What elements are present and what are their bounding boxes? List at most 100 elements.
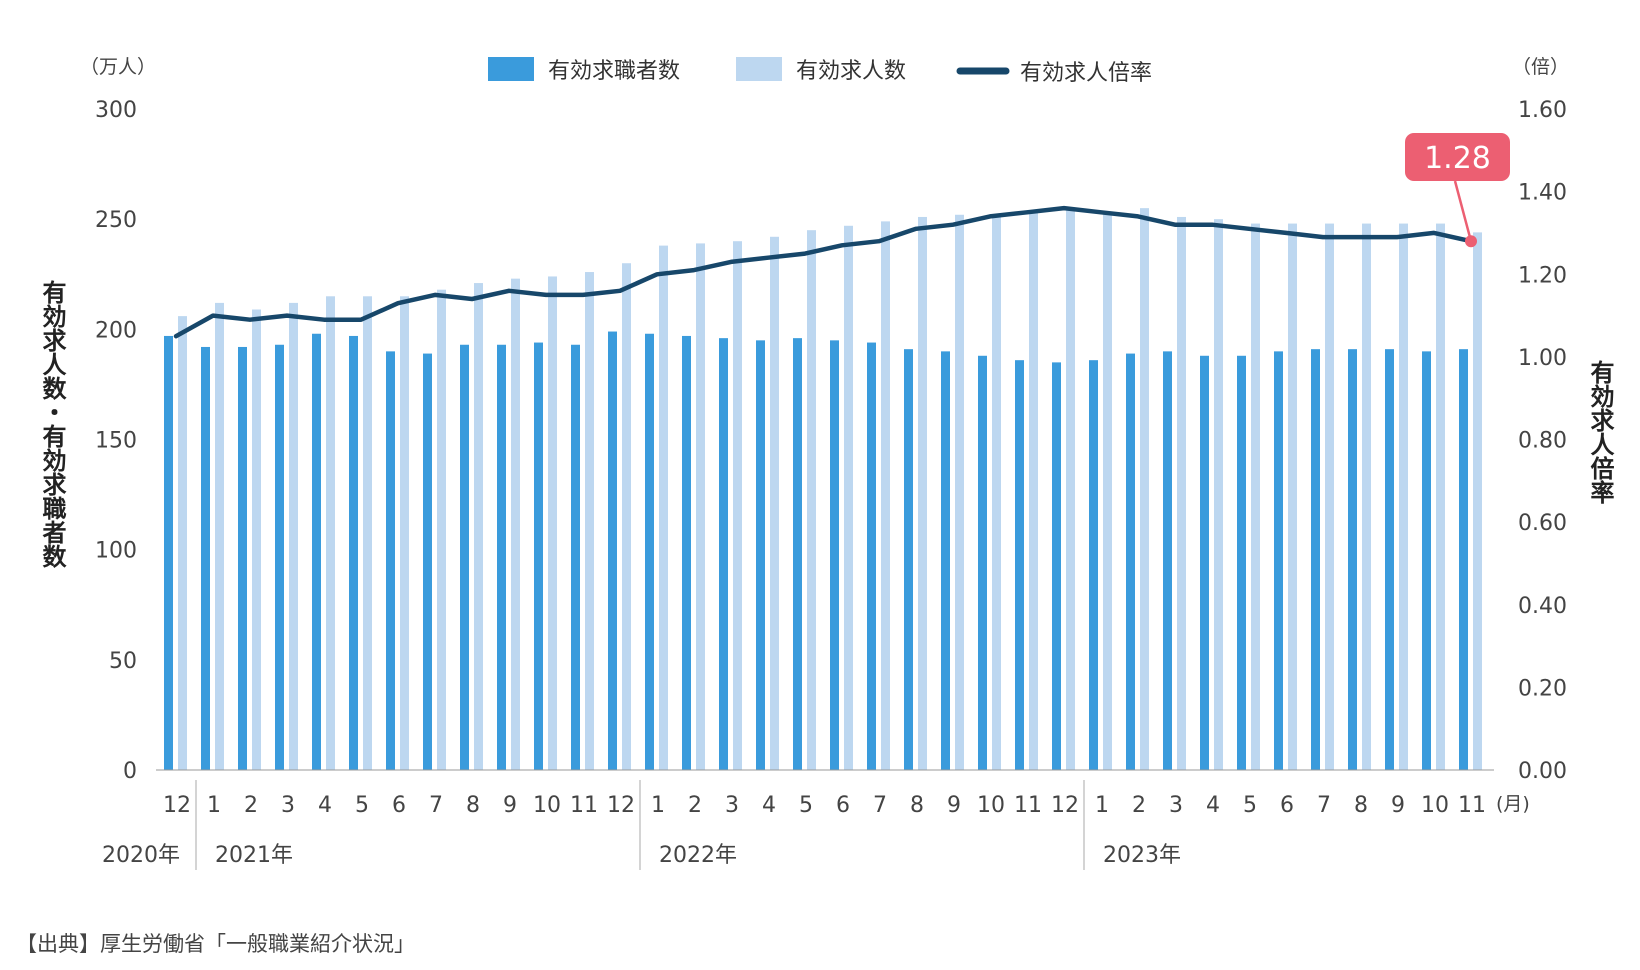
- bar-job-seekers: [1348, 349, 1357, 770]
- bar-job-seekers: [1311, 349, 1320, 770]
- x-axis-month-label: 2: [688, 793, 702, 818]
- x-axis-month-label: 1: [651, 793, 665, 818]
- x-axis-month-label: 9: [1391, 793, 1405, 818]
- bar-job-openings: [1214, 219, 1223, 770]
- bar-job-seekers: [1163, 351, 1172, 770]
- bar-job-seekers: [1237, 355, 1246, 770]
- bar-job-openings: [585, 272, 594, 770]
- bar-job-openings: [215, 302, 224, 770]
- x-axis-month-label: 2: [244, 793, 258, 818]
- right-axis-tick-label: 1.60: [1518, 98, 1567, 123]
- left-axis-unit: （万人）: [80, 56, 156, 78]
- right-axis-title: 有効求人倍率: [1586, 360, 1614, 504]
- bar-job-seekers: [830, 340, 839, 770]
- left-axis-tick-label: 100: [95, 539, 137, 564]
- bar-job-seekers: [201, 346, 210, 770]
- bar-job-seekers: [719, 338, 728, 770]
- x-axis-month-label: 3: [725, 793, 739, 818]
- callout-box: [1405, 133, 1510, 181]
- x-axis-month-label: 10: [977, 793, 1005, 818]
- bar-job-seekers: [460, 344, 469, 770]
- bar-job-seekers: [1422, 351, 1431, 770]
- x-axis-month-label: 6: [1280, 793, 1294, 818]
- bar-job-openings: [1140, 208, 1149, 770]
- right-axis-tick-label: 1.00: [1518, 346, 1567, 371]
- ratio-line: [173, 205, 1474, 339]
- bar-job-openings: [363, 296, 372, 770]
- x-axis-year-label: 2022年: [659, 843, 737, 868]
- bar-job-seekers: [497, 344, 506, 770]
- bar-job-seekers: [941, 351, 950, 770]
- bar-job-openings: [992, 216, 1001, 771]
- x-axis-month-label: 1: [207, 793, 221, 818]
- bar-job-openings: [844, 225, 853, 770]
- bar-job-seekers: [608, 331, 617, 770]
- bar-job-openings: [178, 316, 187, 770]
- bar-job-openings: [289, 302, 298, 770]
- x-axis-month-label: 11: [570, 793, 598, 818]
- x-axis-month-label: 12: [607, 793, 635, 818]
- bar-job-seekers: [1459, 349, 1468, 770]
- bar-job-seekers: [312, 333, 321, 770]
- bar-job-openings: [1362, 223, 1371, 770]
- x-axis-month-label: 5: [1243, 793, 1257, 818]
- bar-job-seekers: [1274, 351, 1283, 770]
- x-axis-month-label: 6: [392, 793, 406, 818]
- x-axis-year-label: 2020年: [102, 843, 180, 868]
- x-axis-month-label: 7: [1317, 793, 1331, 818]
- x-axis-month-label: 5: [355, 793, 369, 818]
- bar-job-openings: [733, 241, 742, 770]
- right-axis-tick-label: 0.00: [1518, 759, 1567, 784]
- bar-job-seekers: [904, 349, 913, 770]
- bar-job-seekers: [571, 344, 580, 770]
- bar-job-seekers: [1015, 360, 1024, 770]
- bar-job-seekers: [682, 335, 691, 770]
- right-axis-tick-label: 1.20: [1518, 263, 1567, 288]
- x-axis-month-label: 3: [281, 793, 295, 818]
- bar-job-seekers: [386, 351, 395, 770]
- left-axis-tick-label: 150: [95, 429, 137, 454]
- bar-job-seekers: [164, 335, 173, 770]
- bar-job-openings: [1066, 210, 1075, 770]
- bar-job-seekers: [1200, 355, 1209, 770]
- bar-job-openings: [1103, 212, 1112, 771]
- bar-job-openings: [1436, 223, 1445, 770]
- bar-job-openings: [474, 283, 483, 770]
- bar-job-openings: [696, 243, 705, 771]
- x-axis-month-label: 8: [466, 793, 480, 818]
- x-axis-month-label: 9: [947, 793, 961, 818]
- bar-job-seekers: [349, 335, 358, 770]
- bar-job-seekers: [423, 353, 432, 770]
- bar-job-openings: [326, 296, 335, 770]
- bar-job-openings: [1029, 212, 1038, 771]
- x-axis-month-label: 4: [762, 793, 776, 818]
- x-axis-month-label: 10: [533, 793, 561, 818]
- bar-job-seekers: [534, 342, 543, 770]
- chart: 1.28 0 50 100 150 200 250 300 0.00 0.20 0.40 0.60 0.…: [38, 56, 1614, 870]
- bar-job-openings: [770, 236, 779, 770]
- bar-job-openings: [400, 296, 409, 770]
- right-axis-unit: （倍）: [1512, 56, 1569, 78]
- bar-job-seekers: [1089, 360, 1098, 770]
- bar-job-seekers: [645, 333, 654, 770]
- right-axis-tick-label: 0.80: [1518, 429, 1567, 454]
- x-axis-month-label: 12: [163, 793, 191, 818]
- x-axis-year-label: 2023年: [1103, 843, 1181, 868]
- x-axis-month-label: 7: [873, 793, 887, 818]
- bar-job-openings: [881, 221, 890, 770]
- bar-job-openings: [918, 216, 927, 771]
- bar-job-openings: [1288, 223, 1297, 770]
- bar-job-openings: [955, 214, 964, 770]
- x-axis-month-label: 2: [1132, 793, 1146, 818]
- x-axis-month-label: 6: [836, 793, 850, 818]
- x-axis-month-label: 1: [1095, 793, 1109, 818]
- legend-label-ratio: 有効求人倍率: [1020, 61, 1152, 86]
- x-axis-month-label: 5: [799, 793, 813, 818]
- x-axis-month-label: 11: [1458, 793, 1486, 818]
- callout-point: [1465, 235, 1477, 248]
- x-axis-month-label: 7: [429, 793, 443, 818]
- x-axis-month-label: 10: [1421, 793, 1449, 818]
- x-axis-month-label: 4: [1206, 793, 1220, 818]
- right-axis-tick-label: 0.40: [1518, 594, 1567, 619]
- bar-job-openings: [622, 263, 631, 770]
